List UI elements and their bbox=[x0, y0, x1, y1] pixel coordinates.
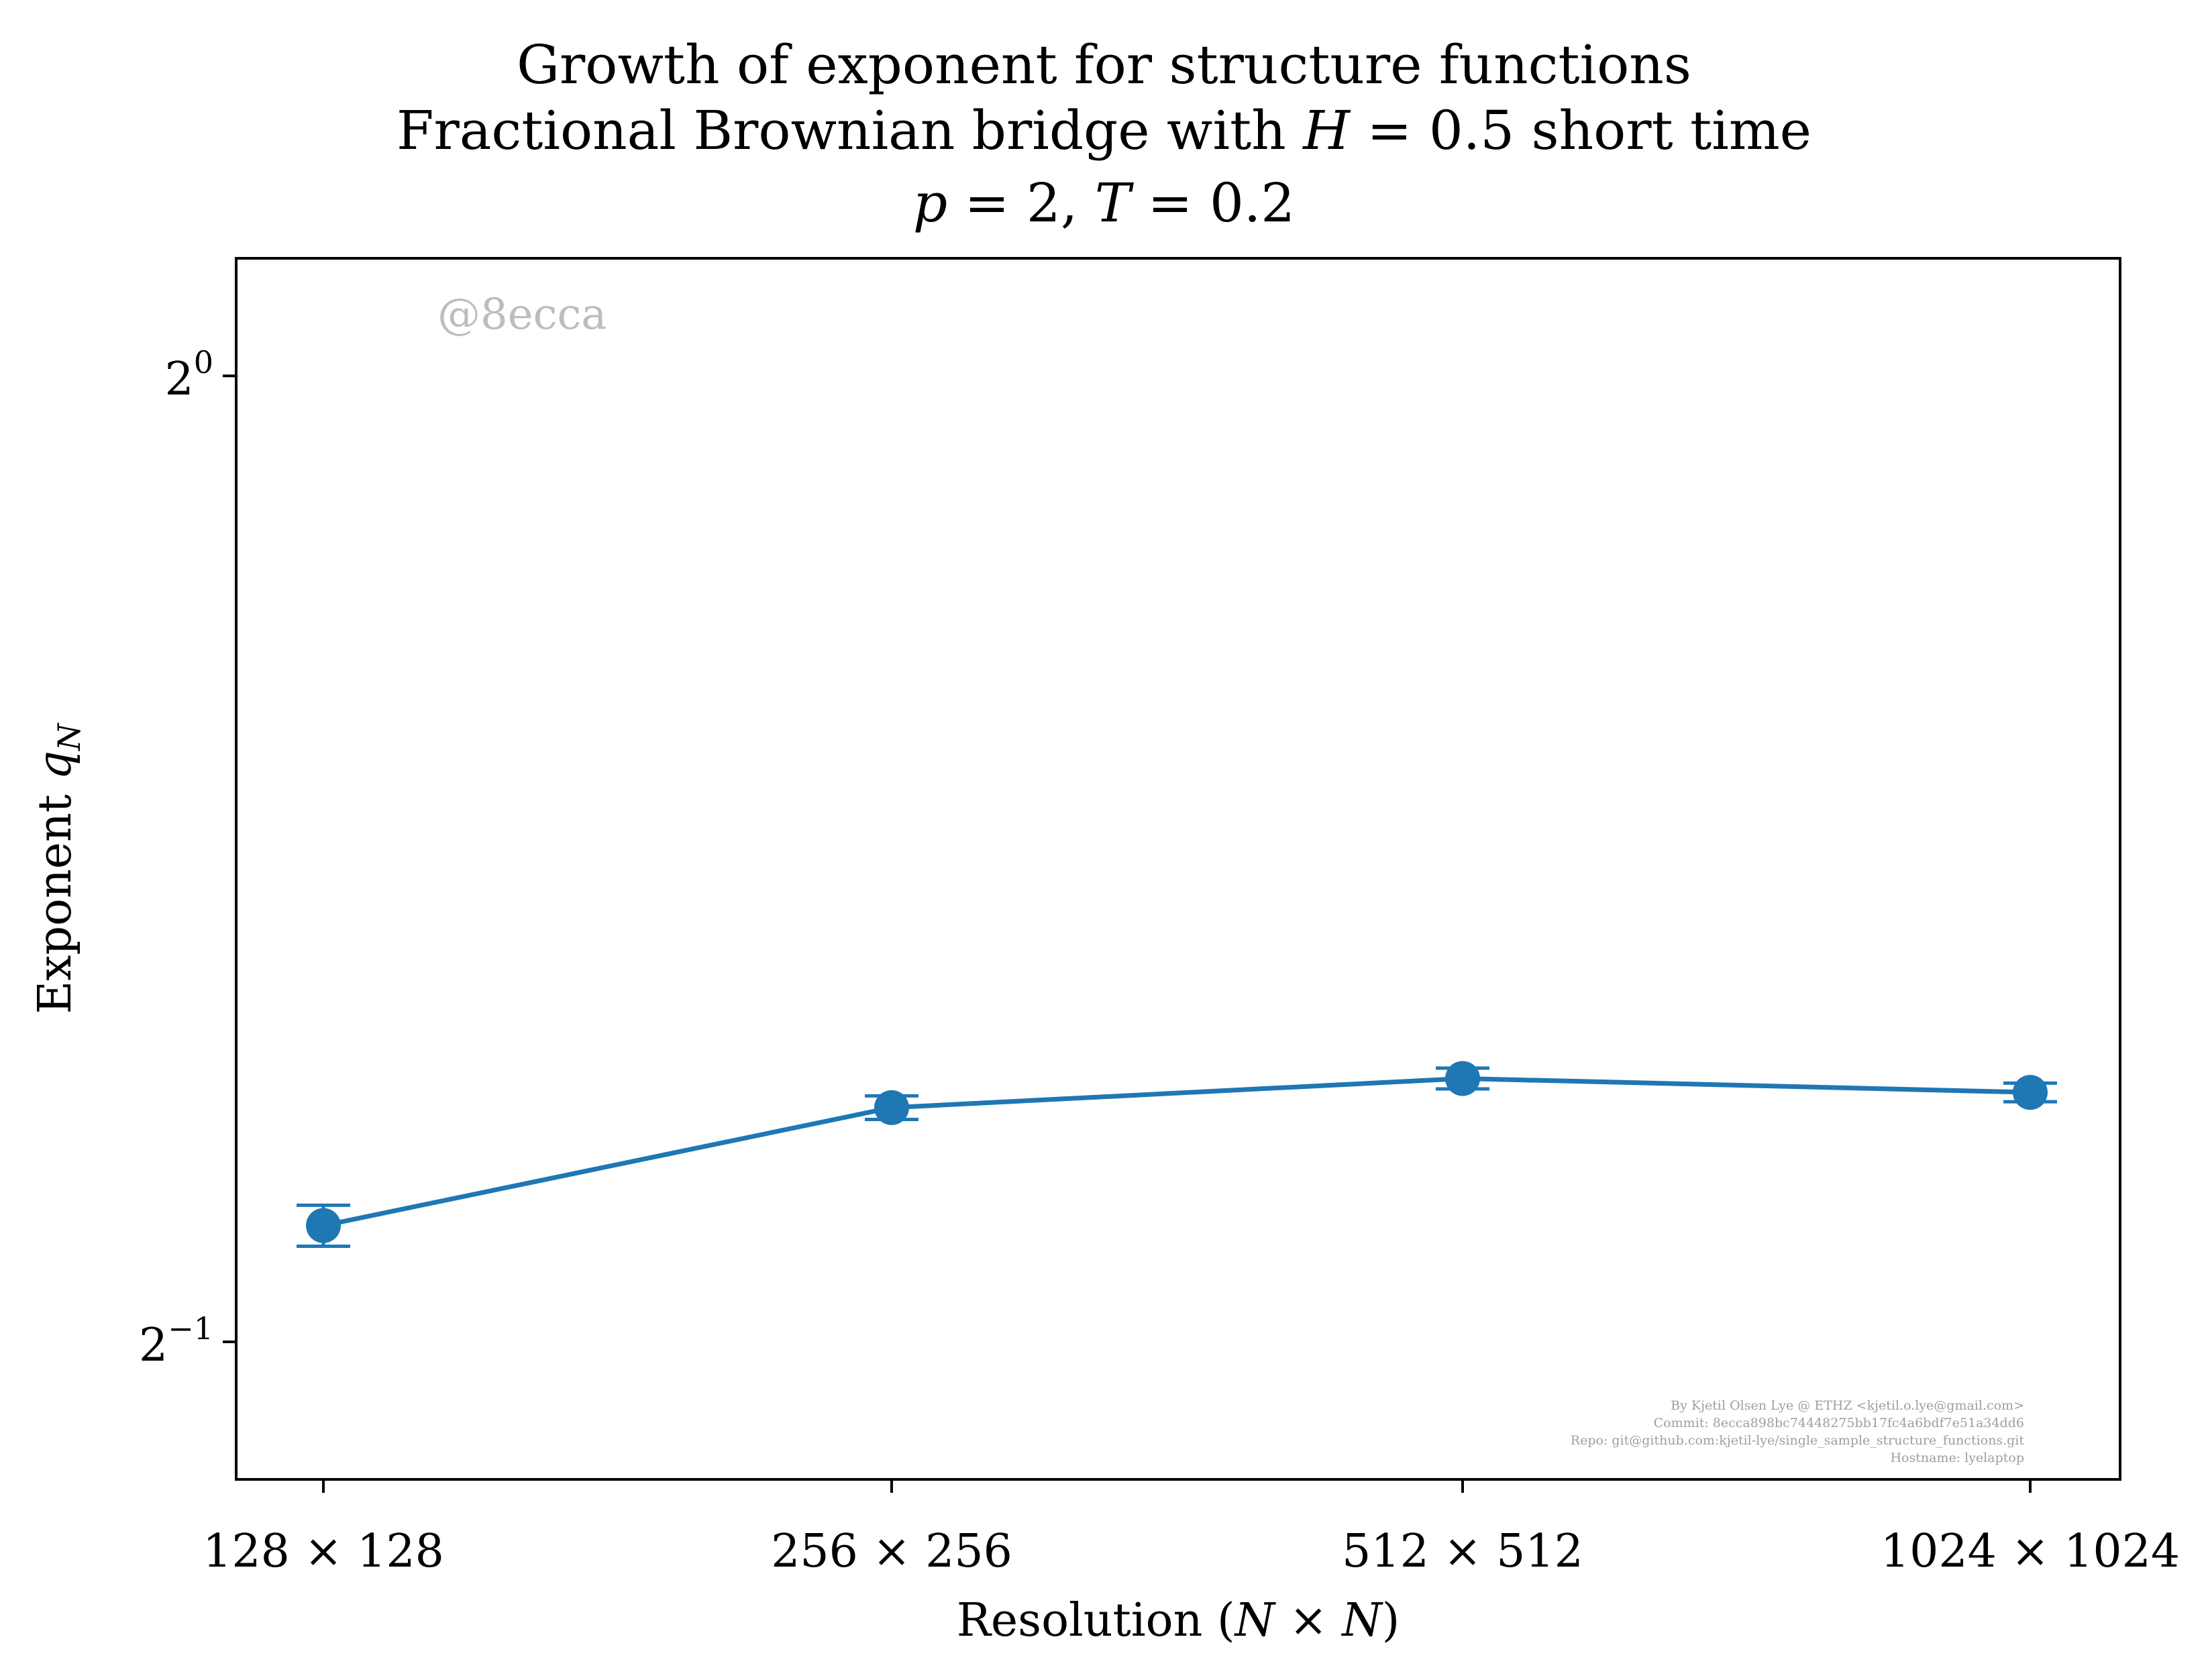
y-tick-label: 2−1 bbox=[139, 1310, 213, 1372]
x-tick-label: 512 × 512 bbox=[1342, 1525, 1583, 1578]
watermark-text: @8ecca bbox=[437, 290, 607, 339]
y-axis-ticks: 20 2−1 bbox=[139, 344, 236, 1372]
x-axis-ticks: 128 × 128 256 × 256 512 × 512 1024 × 1024 bbox=[203, 1479, 2180, 1578]
title-line-3-post: = 0.2 bbox=[1131, 172, 1296, 234]
title-line-2-pre: Fractional Brownian bridge with bbox=[396, 99, 1304, 162]
credit-line-repo: Repo: git@github.com:kjetil-lye/single_s… bbox=[1571, 1433, 2025, 1448]
data-point bbox=[2013, 1075, 2048, 1110]
chart-title-line-3: p = 2, T = 0.2 bbox=[0, 173, 2208, 233]
x-tick-label: 256 × 256 bbox=[771, 1525, 1012, 1578]
title-line-1-text: Growth of exponent for structure functio… bbox=[517, 34, 1691, 96]
data-point bbox=[306, 1208, 341, 1243]
data-point bbox=[874, 1090, 909, 1125]
chart-title-line-2: Fractional Brownian bridge with H = 0.5 … bbox=[0, 101, 2208, 161]
credit-line-commit: Commit: 8ecca898bc74448275bb17fc4a6bdf7e… bbox=[1654, 1416, 2024, 1430]
x-tick-label: 128 × 128 bbox=[203, 1525, 444, 1578]
plot-frame bbox=[235, 257, 2121, 1481]
credit-line-hostname: Hostname: lyelaptop bbox=[1890, 1451, 2024, 1465]
title-line-3-mid: = 2, bbox=[947, 172, 1095, 234]
credit-block: By Kjetil Olsen Lye @ ETHZ <kjetil.o.lye… bbox=[1571, 1398, 2025, 1465]
title-line-3-T: T bbox=[1094, 172, 1131, 234]
x-tick-label: 1024 × 1024 bbox=[1881, 1525, 2180, 1578]
title-line-3-p: p bbox=[912, 172, 948, 234]
y-tick-label: 20 bbox=[164, 344, 213, 406]
series-line bbox=[323, 1075, 2031, 1228]
title-line-2-post: = 0.5 short time bbox=[1349, 99, 1812, 162]
chart-title-line-1: Growth of exponent for structure functio… bbox=[0, 35, 2208, 95]
title-line-2-var: H bbox=[1303, 99, 1350, 162]
x-axis-label: Resolution (N × N) bbox=[957, 1594, 1400, 1647]
series-group bbox=[297, 1061, 2057, 1248]
y-axis-label: Exponent qN bbox=[29, 723, 87, 1014]
data-point bbox=[1445, 1061, 1480, 1096]
credit-line-author: By Kjetil Olsen Lye @ ETHZ <kjetil.o.lye… bbox=[1671, 1398, 2024, 1413]
